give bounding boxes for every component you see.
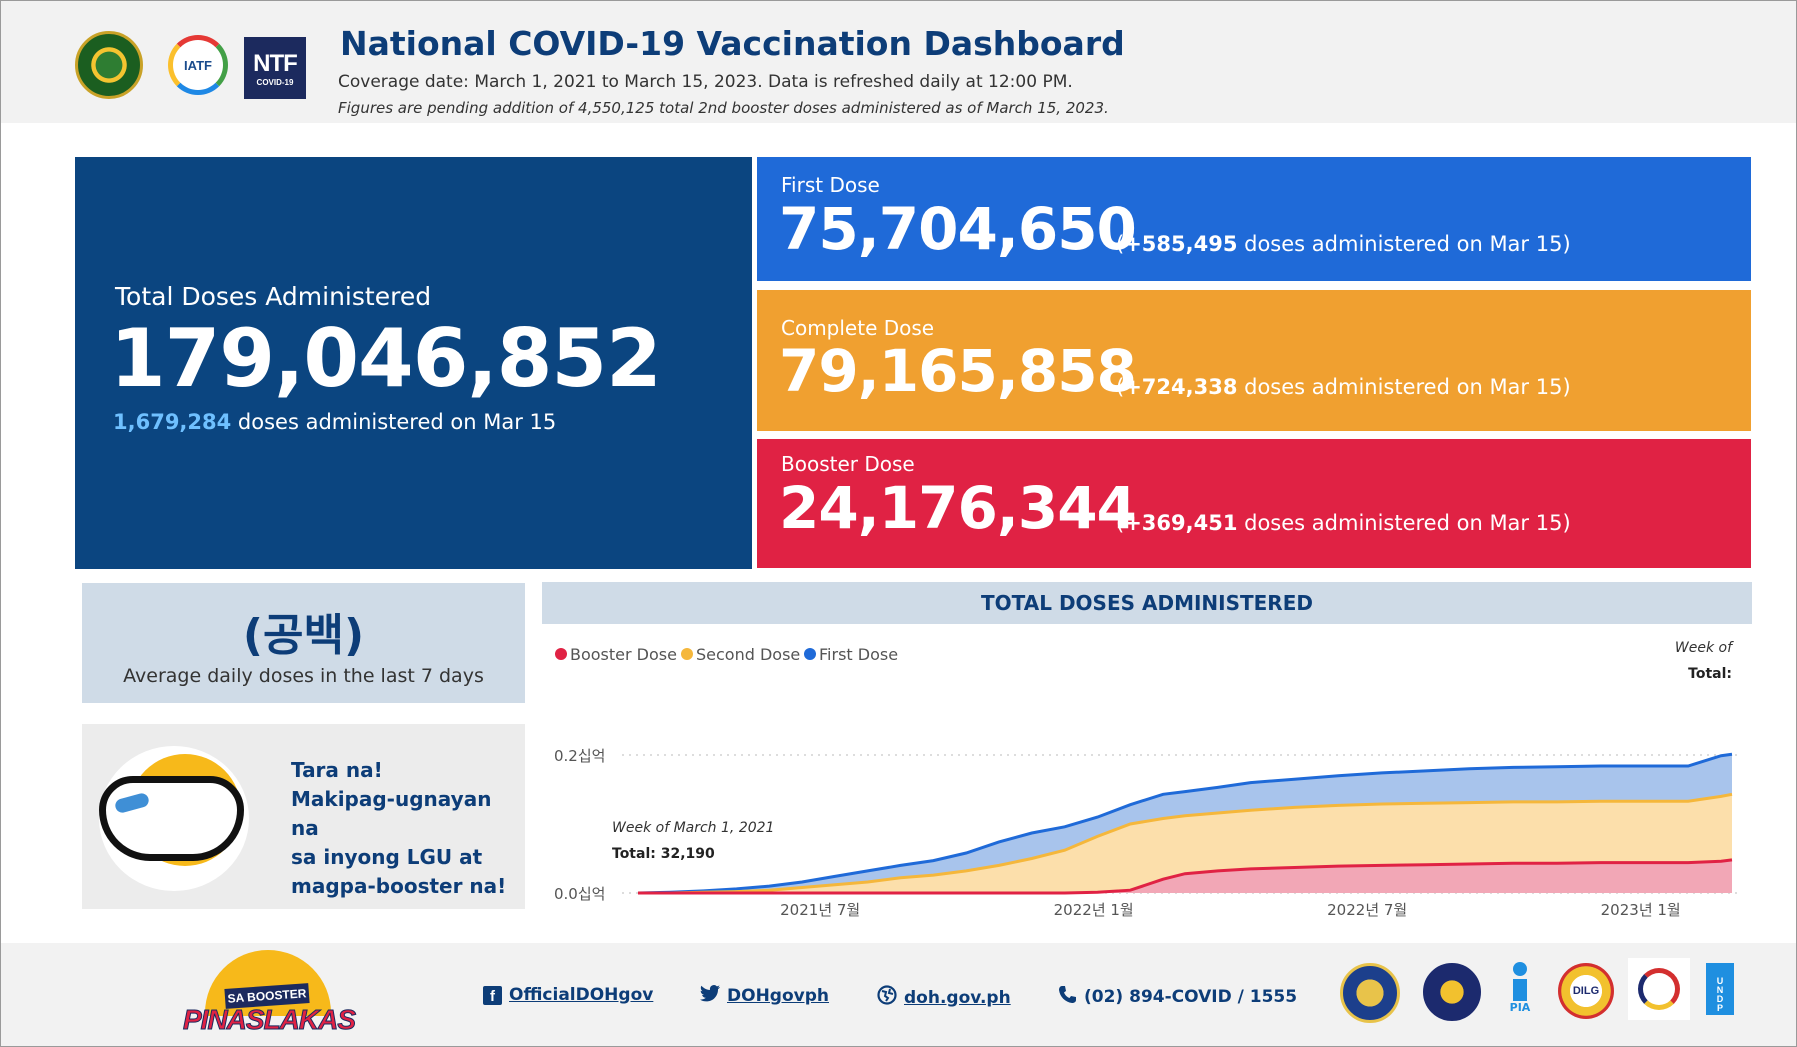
booster-dose-increase-value: +369,451	[1124, 511, 1238, 535]
page-title: National COVID-19 Vaccination Dashboard	[340, 24, 1125, 63]
complete-dose-increase-suffix: doses administered on Mar 15)	[1237, 375, 1571, 399]
y-tick-top: 0.2십억	[554, 747, 605, 765]
dilg-logo-text: DILG	[1572, 985, 1600, 997]
globe-icon	[877, 985, 897, 1010]
total-doses-value: 179,046,852	[110, 312, 662, 405]
x-tick-label: 2021년 7월	[780, 901, 860, 919]
annotation-week: Week of March 1, 2021	[612, 820, 774, 836]
y-tick-zero: 0.0십억	[554, 885, 605, 903]
total-daily-suffix: doses administered on Mar 15	[231, 410, 557, 434]
doh-seal-logo	[75, 31, 143, 99]
chart-legend: Booster Dose Second Dose First Dose	[555, 645, 898, 664]
legend-first-swatch	[804, 648, 816, 660]
average-daily-label: Average daily doses in the last 7 days	[123, 665, 484, 687]
complete-dose-tile: Complete Dose 79,165,858 (+724,338 doses…	[757, 290, 1751, 431]
area-chart-svg[interactable]: Booster Dose Second Dose First Dose Week…	[542, 582, 1752, 922]
anniversary-ring-shape	[1638, 968, 1680, 1010]
complete-dose-value: 79,165,858	[779, 337, 1137, 405]
annotation-total: Total: 32,190	[612, 846, 715, 862]
flexed-arm-shape	[99, 776, 244, 861]
total-doses-label: Total Doses Administered	[115, 282, 432, 311]
complete-dose-increase-value: +724,338	[1124, 375, 1238, 399]
x-tick-label: 2023년 1월	[1601, 901, 1681, 919]
promo-line-3: sa inyong LGU at	[291, 845, 483, 869]
tooltip-week-label: Week of	[1675, 640, 1734, 656]
presidential-communications-seal	[1340, 963, 1400, 1023]
promo-text: Tara na! Makipag-ugnayan na sa inyong LG…	[291, 756, 516, 901]
chart-title: TOTAL DOSES ADMINISTERED	[542, 582, 1752, 624]
booster-dose-value: 24,176,344	[779, 474, 1137, 542]
x-tick-label: 2022년 1월	[1054, 901, 1134, 919]
ntf-logo: NTF COVID-19	[244, 37, 306, 99]
undp-logo-text: U N D P	[1716, 976, 1724, 1013]
flexed-arm-badge-icon	[99, 746, 249, 891]
promo-line-1: Tara na!	[291, 758, 383, 782]
facebook-icon: f	[483, 985, 502, 1005]
first-dose-increase-suffix: doses administered on Mar 15)	[1237, 232, 1571, 256]
legend-booster-swatch	[555, 648, 567, 660]
undp-logo: U N D P	[1706, 963, 1734, 1015]
website-link-text[interactable]: doh.gov.ph	[904, 987, 1011, 1008]
line-booster-dose[interactable]	[638, 858, 1733, 895]
promo-line-2: Makipag-ugnayan na	[291, 787, 492, 840]
booster-dose-label: Booster Dose	[781, 452, 915, 476]
twitter-link-text[interactable]: DOHgovph	[727, 986, 829, 1006]
coverage-date: Coverage date: March 1, 2021 to March 15…	[338, 72, 1073, 92]
ntf-logo-text: NTF	[253, 49, 298, 77]
website-link[interactable]: doh.gov.ph	[877, 985, 1011, 1010]
total-doses-tile: Total Doses Administered 179,046,852 1,6…	[75, 157, 752, 569]
iatf-logo-text: IATF	[184, 57, 212, 73]
pinaslakas-logo: SA BOOSTER PINASLAKAS	[183, 950, 357, 1036]
area-booster-dose	[638, 859, 1732, 893]
facebook-link-text[interactable]: OfficialDOHgov	[509, 985, 654, 1005]
pia-logo-text: PIA	[1509, 1001, 1531, 1014]
dilg-logo: DILG	[1558, 963, 1614, 1019]
phone-icon	[1058, 985, 1077, 1009]
complete-dose-label: Complete Dose	[781, 316, 935, 340]
booster-dose-tile: Booster Dose 24,176,344 (+369,451 doses …	[757, 439, 1751, 568]
average-daily-value: (공백)	[242, 610, 365, 661]
facebook-link[interactable]: f OfficialDOHgov	[483, 985, 653, 1005]
twitter-bird-icon	[700, 985, 720, 1007]
total-daily-line: 1,679,284 doses administered on Mar 15	[113, 410, 556, 434]
average-daily-card: (공백) Average daily doses in the last 7 d…	[82, 583, 525, 703]
first-dose-value: 75,704,650	[779, 195, 1137, 263]
complete-dose-increase: (+724,338 doses administered on Mar 15)	[1116, 375, 1571, 399]
legend-first-label: First Dose	[819, 645, 898, 664]
pia-bar-shape	[1513, 979, 1527, 1001]
pinaslakas-word: PINASLAKAS	[183, 1004, 357, 1036]
pending-note: Figures are pending addition of 4,550,12…	[338, 99, 1109, 117]
booster-dose-increase-suffix: doses administered on Mar 15)	[1237, 511, 1571, 535]
chart-areas	[637, 752, 1733, 895]
first-dose-increase: (+585,495 doses administered on Mar 15)	[1116, 232, 1571, 256]
pia-dot-shape	[1513, 962, 1527, 976]
ntf-logo-subtext: COVID-19	[256, 77, 294, 87]
x-tick-label: 2022년 7월	[1327, 901, 1407, 919]
twitter-link[interactable]: DOHgovph	[700, 985, 829, 1007]
first-dose-label: First Dose	[781, 173, 880, 197]
chart-x-ticks: 2021년 7월 2022년 1월 2022년 7월 2023년 1월	[780, 901, 1681, 919]
legend-booster-label: Booster Dose	[570, 645, 677, 664]
anniversary-logo	[1628, 958, 1690, 1020]
government-seal	[1423, 963, 1481, 1021]
line-first-dose[interactable]	[637, 752, 1733, 895]
line-second-dose[interactable]	[638, 792, 1733, 895]
promo-line-4: magpa-booster na!	[291, 874, 507, 898]
first-dose-tile: First Dose 75,704,650 (+585,495 doses ad…	[757, 157, 1751, 281]
total-daily-value: 1,679,284	[113, 410, 232, 434]
tooltip-total-label: Total:	[1688, 666, 1732, 682]
legend-second-swatch	[681, 648, 693, 660]
phone-text: (02) 894-COVID / 1555	[1084, 987, 1298, 1007]
booster-dose-increase: (+369,451 doses administered on Mar 15)	[1116, 511, 1571, 535]
booster-promo-card: Tara na! Makipag-ugnayan na sa inyong LG…	[82, 724, 525, 909]
iatf-logo: IATF	[168, 35, 228, 95]
legend-second-label: Second Dose	[696, 645, 800, 664]
phone-line[interactable]: (02) 894-COVID / 1555	[1058, 985, 1297, 1009]
pia-logo: PIA	[1508, 962, 1532, 1018]
first-dose-increase-value: +585,495	[1124, 232, 1238, 256]
total-doses-chart: TOTAL DOSES ADMINISTERED Booster Dose Se…	[542, 582, 1752, 922]
